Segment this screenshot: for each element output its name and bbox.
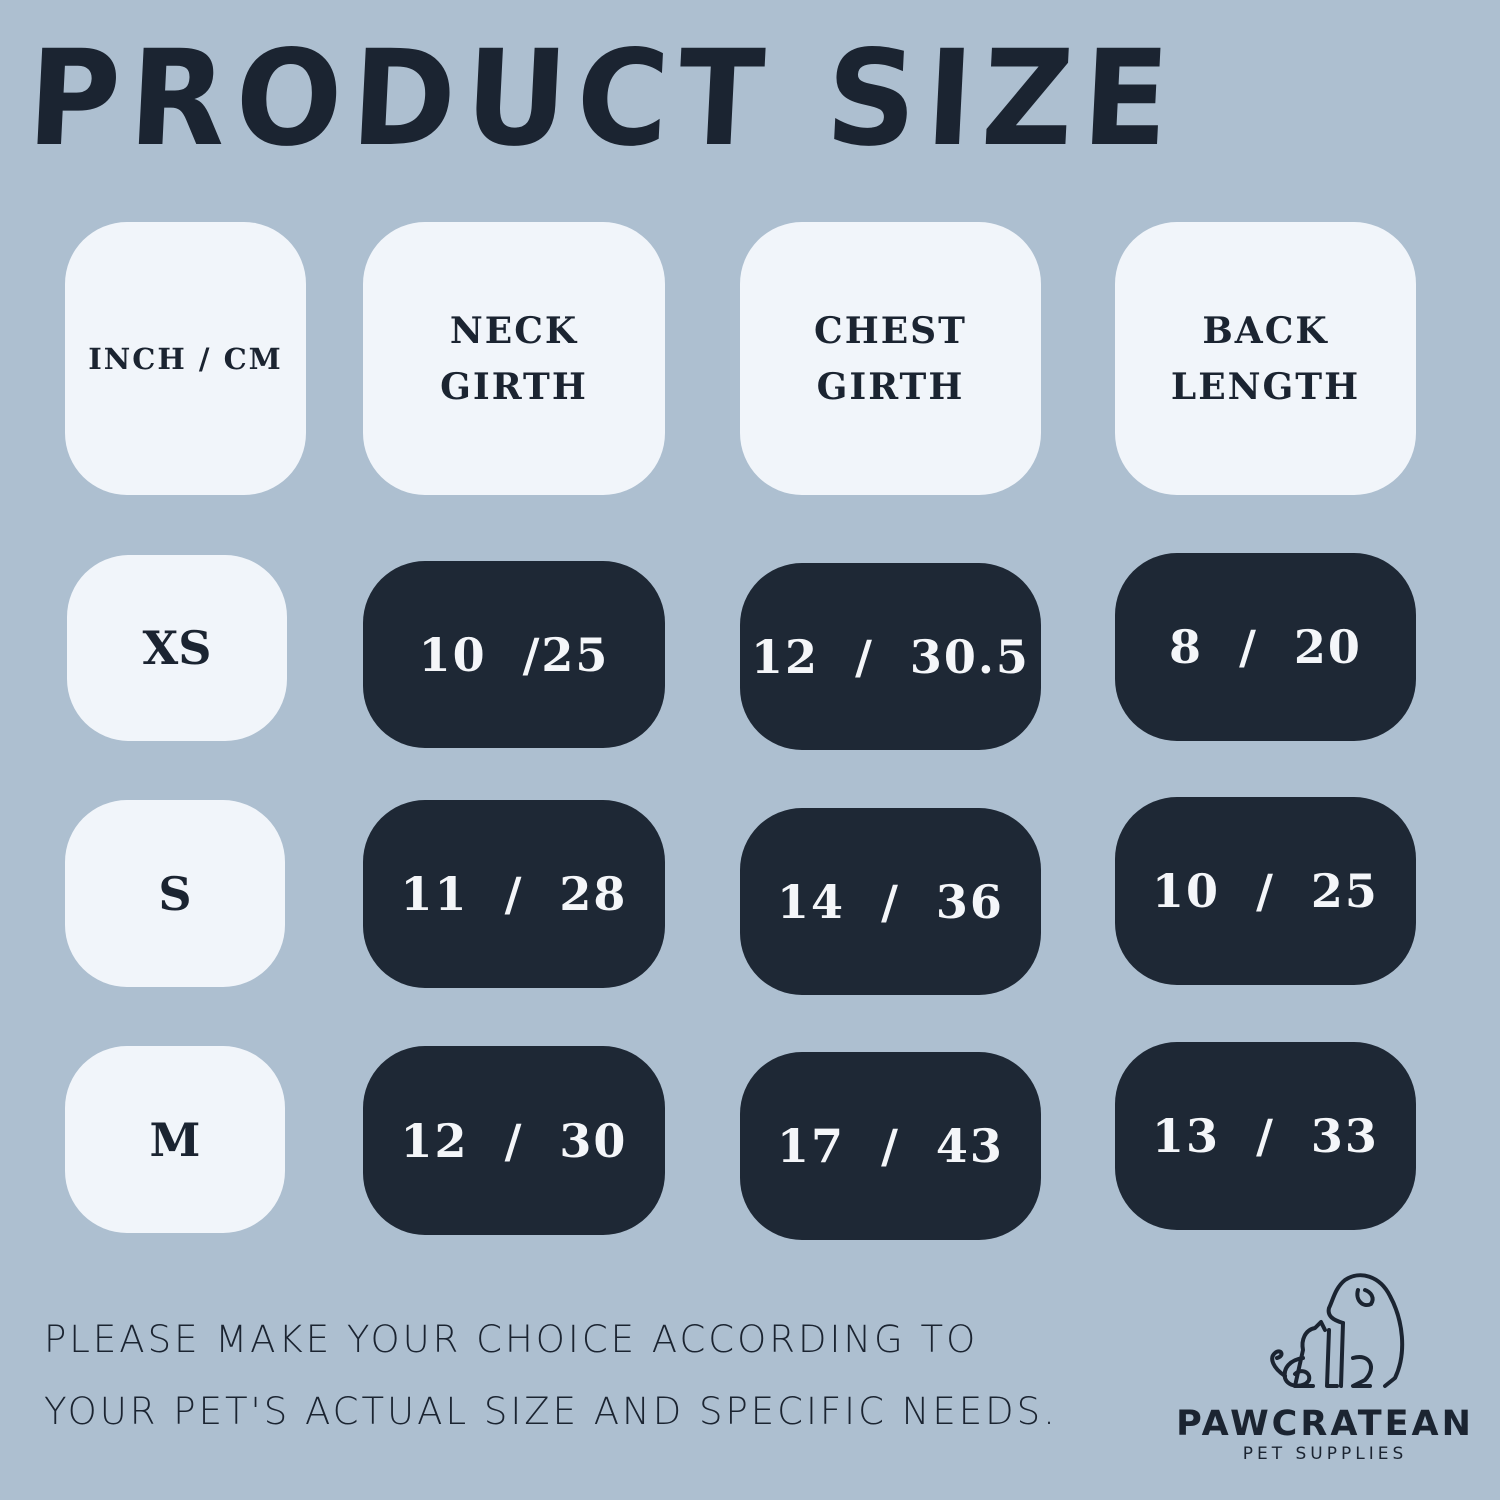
- header-neck-girth: NECK GIRTH: [363, 222, 665, 495]
- xs-neck-girth: 10 /25: [363, 561, 665, 748]
- brand-logo: PAWCRATEAN PET SUPPLIES: [1170, 1268, 1480, 1464]
- s-neck-girth: 11 / 28: [363, 800, 665, 988]
- brand-name: PAWCRATEAN: [1176, 1404, 1474, 1444]
- header-unit: INCH / CM: [65, 222, 306, 495]
- size-label-s: S: [65, 800, 285, 987]
- brand-tagline: PET SUPPLIES: [1242, 1444, 1408, 1464]
- xs-chest-girth: 12 / 30.5: [740, 563, 1041, 750]
- note-line-2: YOUR PET'S ACTUAL SIZE AND SPECIFIC NEED…: [44, 1390, 1058, 1433]
- m-neck-girth: 12 / 30: [363, 1046, 665, 1235]
- m-chest-girth: 17 / 43: [740, 1052, 1041, 1240]
- header-back-length: BACK LENGTH: [1115, 222, 1416, 495]
- xs-back-length: 8 / 20: [1115, 553, 1416, 741]
- note-line-1: PLEASE MAKE YOUR CHOICE ACCORDING TO: [44, 1318, 979, 1361]
- header-chest-girth: CHEST GIRTH: [740, 222, 1041, 495]
- m-back-length: 13 / 33: [1115, 1042, 1416, 1230]
- dog-and-cat-outline-icon: [1270, 1273, 1405, 1388]
- size-label-xs: XS: [67, 555, 287, 741]
- s-chest-girth: 14 / 36: [740, 808, 1041, 995]
- size-label-m: M: [65, 1046, 285, 1233]
- page-title: PRODUCT SIZE: [24, 22, 1182, 176]
- s-back-length: 10 / 25: [1115, 797, 1416, 985]
